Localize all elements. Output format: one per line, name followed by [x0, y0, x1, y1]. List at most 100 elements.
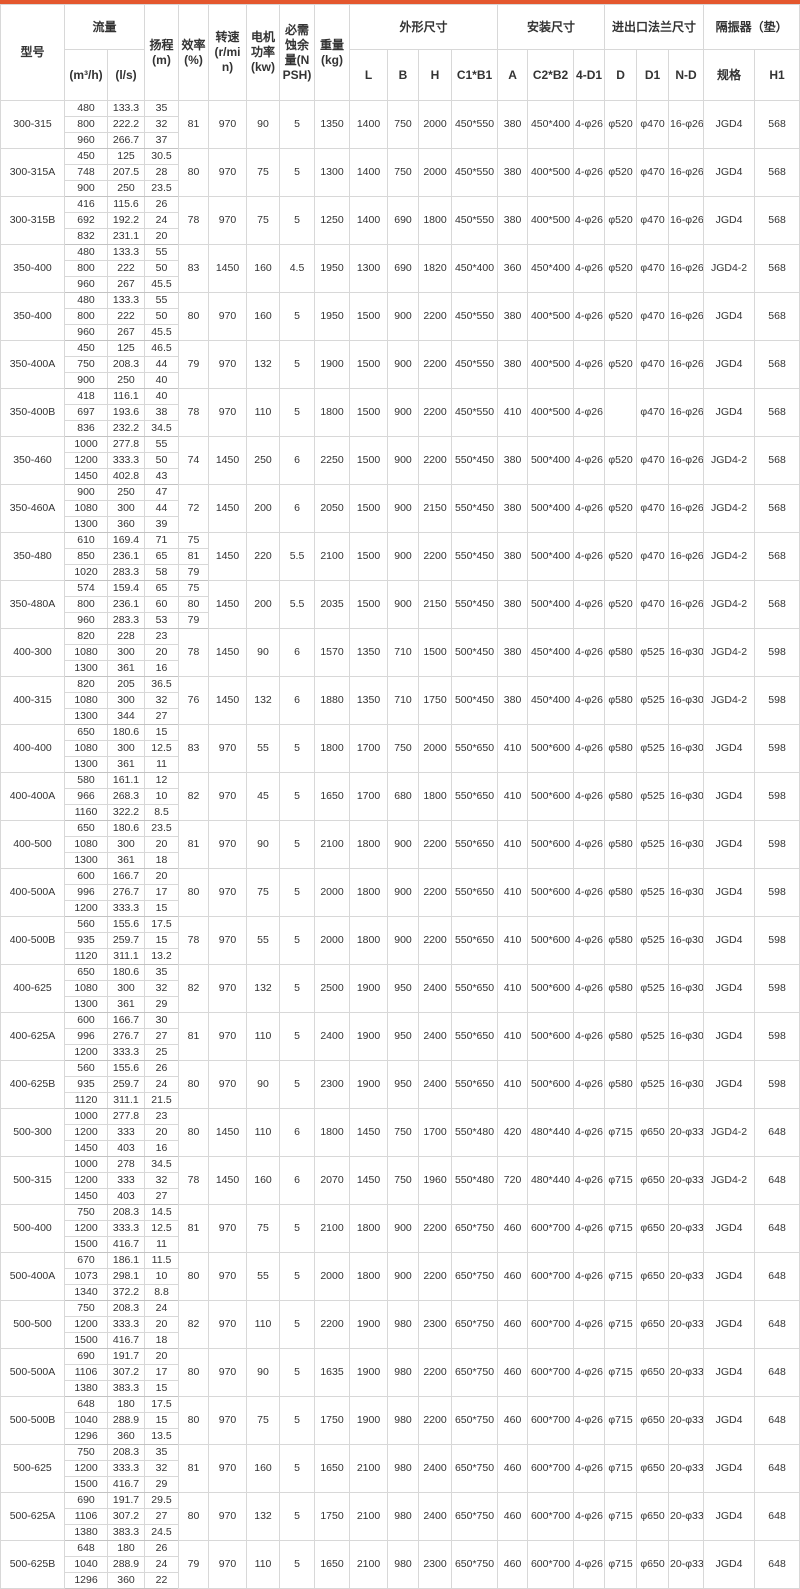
dim-b-cell: 980: [387, 1540, 420, 1589]
flange-d-cell: φ580: [604, 724, 638, 773]
table-row: 1200 333 20: [1, 1124, 800, 1141]
isolator-h1-cell: 568: [754, 148, 800, 197]
flange-d1-cell: φ470: [636, 244, 670, 293]
flange-d1-cell: φ650: [636, 1492, 670, 1541]
flow-ls-cell: 276.7: [106, 884, 146, 901]
flange-nd-cell: 16-φ30: [668, 1012, 705, 1061]
efficiency-cell: 80: [178, 148, 210, 197]
dim-c1b1-cell: 550*480: [451, 1156, 499, 1205]
isolator-h1-cell: 598: [754, 1060, 800, 1109]
flow-ls-cell: 283.3: [106, 612, 146, 629]
dim-l-cell: 1800: [349, 1204, 389, 1253]
flange-d-cell: φ715: [604, 1492, 638, 1541]
head-cell: 46.5: [144, 340, 180, 357]
dim-h-cell: 2200: [418, 1396, 453, 1445]
table-row: 1340 372.2 8.8: [1, 1284, 800, 1301]
dim-h-cell: 2300: [418, 1300, 453, 1349]
npsh-cell: 6: [279, 436, 316, 485]
motor-power-cell: 75: [246, 196, 281, 245]
flow-ls-cell: 231.1: [106, 228, 146, 245]
flow-m3h-cell: 1200: [64, 452, 108, 469]
table-row: 350-400 480 133.3 55 80 970 160 5 1950 1500 900 220…: [0, 292, 800, 341]
dim-h-cell: 1750: [418, 676, 453, 725]
model-cell: 350-460A: [0, 484, 65, 533]
install-c2b2-cell: 500*600: [527, 964, 575, 1013]
flow-ls-cell: 208.3: [106, 1444, 146, 1461]
dim-b-cell: 900: [387, 916, 420, 965]
flow-ls-cell: 333.3: [106, 1460, 146, 1477]
table-row: 800 222 50: [1, 260, 800, 277]
isolator-spec-cell: JGD4: [703, 100, 756, 149]
isolator-spec-cell: JGD4: [703, 724, 756, 773]
head-cell: 16: [144, 660, 180, 677]
efficiency-cell: 81: [178, 548, 210, 565]
model-cell: 350-480: [0, 532, 65, 581]
model-cell: 350-460: [0, 436, 65, 485]
npsh-cell: 6: [279, 628, 316, 677]
flow-ls-cell: 277.8: [106, 436, 146, 453]
dim-b-cell: 900: [387, 868, 420, 917]
flow-ls-cell: 250: [106, 372, 146, 389]
motor-power-cell: 90: [246, 100, 281, 149]
flange-nd-cell: 16-φ26: [668, 292, 705, 341]
head-cell: 15: [144, 1412, 180, 1429]
flange-d-cell: φ580: [604, 868, 638, 917]
weight-cell: 2050: [314, 484, 351, 533]
flow-ls-cell: 180.6: [106, 820, 146, 837]
npsh-cell: 5: [279, 1444, 316, 1493]
dim-h-cell: 2200: [418, 1348, 453, 1397]
flow-ls-cell: 191.7: [106, 1492, 146, 1509]
head-cell: 12: [144, 772, 180, 789]
flow-m3h-cell: 820: [64, 628, 108, 645]
isolator-h1-cell: 598: [754, 628, 800, 677]
flow-m3h-cell: 800: [64, 308, 108, 325]
flow-ls-cell: 116.1: [106, 388, 146, 405]
head-cell: 35: [144, 1444, 180, 1461]
head-cell: 26: [144, 1060, 180, 1077]
flange-d1-cell: φ470: [636, 148, 670, 197]
table-row: 1450 402.8 43: [1, 468, 800, 485]
flow-m3h-cell: 900: [64, 372, 108, 389]
install-c2b2-cell: 400*500: [527, 196, 575, 245]
table-row: 500-625A 690 191.7 29.5 80 970 132 5 1750 2100 980…: [0, 1492, 800, 1541]
flow-m3h-cell: 1500: [64, 1476, 108, 1493]
dim-l-cell: 1900: [349, 1396, 389, 1445]
npsh-cell: 5: [279, 1204, 316, 1253]
flow-m3h-cell: 832: [64, 228, 108, 245]
flow-ls-cell: 288.9: [106, 1412, 146, 1429]
flow-ls-cell: 186.1: [106, 1252, 146, 1269]
table-row: 1300 361 16: [1, 660, 800, 677]
flange-nd-cell: 20-φ33: [668, 1156, 705, 1205]
flow-ls-cell: 333.3: [106, 900, 146, 917]
isolator-spec-cell: JGD4: [703, 1492, 756, 1541]
flange-nd-cell: 16-φ30: [668, 772, 705, 821]
efficiency-cell: 80: [178, 868, 210, 917]
dim-c1b1-cell: 550*450: [451, 436, 499, 485]
install-c2b2-cell: 500*600: [527, 868, 575, 917]
model-cell: 350-400B: [0, 388, 65, 437]
flange-d-cell: φ580: [604, 628, 638, 677]
flow-m3h-cell: 648: [64, 1540, 108, 1557]
head-cell: 17.5: [144, 916, 180, 933]
efficiency-cell: 79: [178, 564, 210, 581]
flow-m3h-cell: 1296: [64, 1572, 108, 1589]
isolator-spec-cell: JGD4: [703, 820, 756, 869]
install-4d1-cell: 4-φ26: [573, 580, 606, 629]
flange-d1-cell: φ470: [636, 580, 670, 629]
install-a-cell: 410: [497, 724, 529, 773]
flow-ls-cell: 166.7: [106, 1012, 146, 1029]
head-cell: 20: [144, 1124, 180, 1141]
flow-m3h-cell: 996: [64, 1028, 108, 1045]
dim-h-cell: 2300: [418, 1540, 453, 1589]
head-cell: 24: [144, 1300, 180, 1317]
header-head: 扬程(m): [144, 4, 180, 101]
npsh-cell: 5.5: [279, 532, 316, 581]
efficiency-cell: 80: [178, 1060, 210, 1109]
flange-d-cell: [604, 388, 638, 437]
table-row: 1160 322.2 8.5: [1, 804, 800, 821]
head-cell: 36.5: [144, 676, 180, 693]
model-cell: 350-400A: [0, 340, 65, 389]
dim-b-cell: 710: [387, 628, 420, 677]
weight-cell: 1800: [314, 388, 351, 437]
flow-ls-cell: 159.4: [106, 580, 146, 597]
